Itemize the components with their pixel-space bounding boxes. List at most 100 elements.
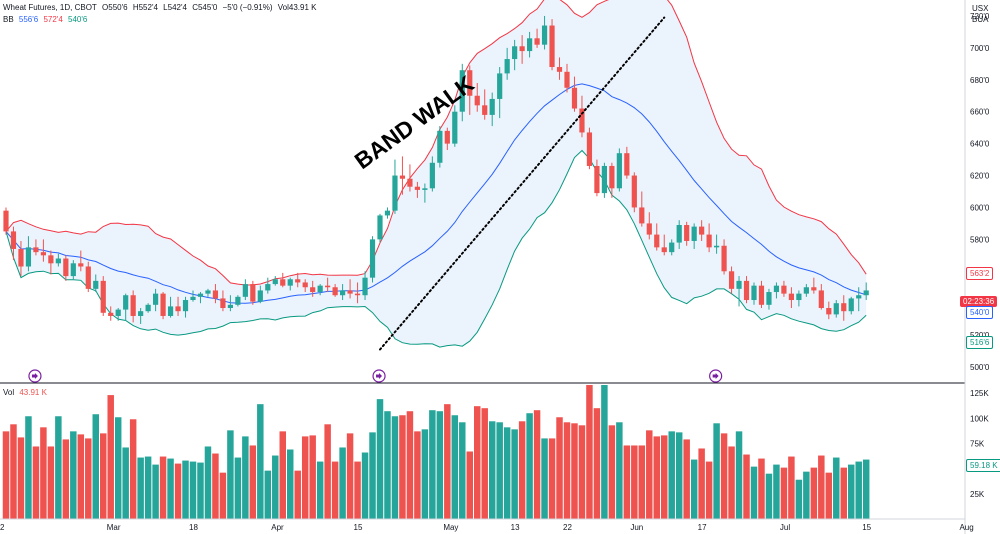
volume-bar (376, 399, 384, 519)
candle-body (571, 87, 578, 109)
volume-bar (601, 385, 608, 519)
volume-bar (773, 464, 780, 519)
candle-body (220, 298, 226, 308)
candle-body (25, 247, 32, 267)
volume-bar (189, 461, 197, 519)
candle-body (287, 279, 293, 286)
candle-body (661, 247, 667, 253)
candle-body (115, 309, 121, 316)
price-tick-label: 660'0 (970, 108, 990, 117)
candle-body (646, 223, 652, 235)
countdown-tag: 02:23:36 (960, 296, 998, 307)
event-arrow-glyph (31, 373, 38, 379)
volume-bar (825, 472, 833, 519)
bb-basis-value: 556'6 (18, 15, 39, 24)
volume-bar (862, 459, 870, 519)
bollinger-bands (5, 0, 867, 348)
candle-body (205, 290, 211, 294)
volume-bar (608, 425, 616, 519)
candle-body (272, 279, 278, 285)
volume-bar (750, 466, 758, 519)
candle-body (541, 25, 548, 45)
volume-bar (10, 424, 17, 519)
volume-bar (571, 423, 578, 519)
volume-bar (227, 430, 234, 519)
volume-bar (586, 385, 593, 519)
candle-body (182, 300, 189, 312)
basis-line (5, 83, 867, 304)
time-tick-label: 13 (511, 523, 520, 532)
volume-bar (533, 410, 541, 519)
candle-body (721, 245, 727, 272)
price-tick-label: 520'0 (970, 331, 990, 340)
volume-bar (661, 435, 668, 519)
volume-bar (518, 421, 526, 519)
volume-bar (803, 471, 810, 519)
price-tick-label: 700'0 (970, 44, 990, 53)
volume-bar (743, 454, 750, 519)
time-tick-label: Apr (271, 523, 284, 532)
candle-body (190, 296, 196, 301)
candle-body (601, 165, 607, 194)
volume-bar (331, 461, 339, 519)
currency-label: USX (972, 4, 989, 13)
volume-bar (301, 436, 309, 519)
volume-tick-label: 125K (970, 389, 989, 398)
volume-bar (728, 446, 735, 519)
time-tick-label: Mar (107, 523, 121, 532)
candle-body (728, 271, 735, 289)
candle-body (414, 186, 420, 190)
candle-body (444, 130, 450, 144)
candle-body (437, 130, 443, 163)
candle-body (616, 153, 622, 189)
time-tick-label: 15 (354, 523, 363, 532)
volume-bar (511, 429, 518, 519)
volume-bar (840, 467, 847, 519)
event-arrow-glyph (376, 373, 383, 379)
candle-body (624, 153, 630, 176)
volume-bar (406, 411, 414, 519)
candle-body (841, 303, 847, 312)
unit-label: BUA (972, 15, 989, 24)
candle-body (684, 225, 690, 241)
volume-bar (346, 433, 354, 519)
candle-body (743, 280, 750, 301)
volume-bar (474, 406, 481, 519)
volume-bar (496, 422, 503, 519)
candle-body (40, 252, 46, 256)
price-tick-label: 620'0 (970, 172, 990, 181)
candle-body (676, 225, 682, 243)
volume-bar (451, 415, 459, 519)
volume-bar (129, 419, 137, 519)
volume-bar (309, 435, 316, 519)
candle-body (310, 287, 316, 293)
volume-legend[interactable]: Vol 43.91 K (3, 388, 50, 397)
currency-unit-label[interactable]: USX BUA (972, 3, 988, 25)
candle-body (392, 175, 398, 211)
volume-bar (174, 463, 182, 519)
volume-bar (563, 422, 571, 519)
volume-bar (421, 429, 429, 519)
candle-body (631, 175, 637, 208)
volume-bar (818, 455, 825, 519)
volume-bar (541, 438, 548, 519)
time-tick-label: 17 (698, 523, 707, 532)
volume-last-tag: 59.18 K (966, 459, 1000, 472)
bb-legend[interactable]: BB 556'6 572'4 540'6 (3, 15, 90, 24)
candle-body (250, 284, 256, 302)
candle-body (257, 290, 263, 302)
candle-body (811, 287, 817, 291)
ohlc-high: H552'4 (132, 3, 158, 12)
volume-bar (444, 404, 451, 519)
candle-body (429, 162, 435, 189)
candle-body (863, 290, 869, 296)
candle-body (280, 279, 286, 286)
candle-body (242, 284, 248, 297)
volume-bar (466, 451, 473, 519)
time-tick-label: 15 (862, 523, 871, 532)
volume-bar (324, 424, 331, 519)
candle-body (751, 285, 757, 301)
candle-body (527, 38, 533, 52)
symbol-name[interactable]: Wheat Futures, 1D, CBOT (3, 3, 97, 12)
